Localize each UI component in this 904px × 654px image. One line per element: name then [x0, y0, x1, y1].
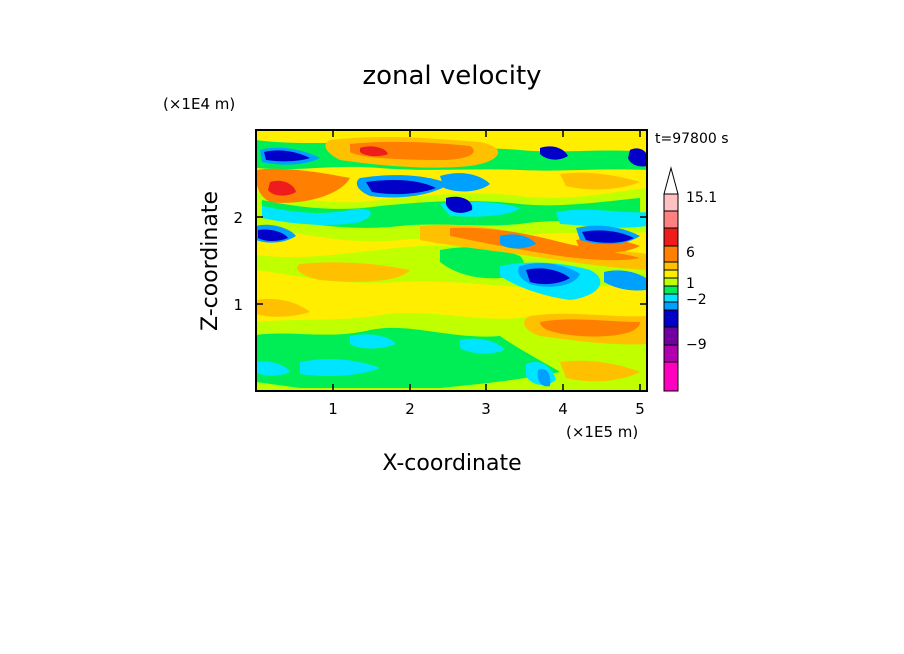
colorbar-segment	[663, 277, 679, 287]
colorbar-segment	[663, 261, 679, 271]
colorbar-segment	[663, 361, 679, 392]
y-tick-label: 2	[233, 209, 243, 227]
colorbar-segment	[663, 269, 679, 279]
colorbar-segment	[663, 227, 679, 247]
colorbar-segment	[663, 285, 679, 295]
x-tick-label: 1	[328, 400, 338, 418]
colorbar-label: 1	[686, 276, 695, 292]
colorbar-label: −9	[686, 337, 707, 353]
colorbar-extend-arrow	[663, 166, 679, 195]
colorbar-label: 6	[686, 245, 695, 261]
colorbar-segment	[663, 301, 679, 311]
chart-title: zonal velocity	[362, 61, 541, 91]
colorbar-segment	[663, 309, 679, 328]
colorbar-label: −2	[686, 292, 707, 308]
x-tick-label: 3	[481, 400, 491, 418]
plot-frame	[255, 129, 648, 392]
x-tick-label: 5	[635, 400, 645, 418]
y-axis	[256, 216, 647, 305]
x-axis-label: X-coordinate	[382, 451, 521, 476]
colorbar-segment	[663, 210, 679, 229]
x-tick-label: 4	[558, 400, 568, 418]
colorbar-segment	[663, 326, 679, 346]
colorbar-segment	[663, 193, 679, 212]
colorbar-label: 15.1	[686, 190, 717, 206]
y-tick-label: 1	[233, 296, 243, 314]
y-axis-label: Z-coordinate	[198, 191, 223, 331]
x-unit-label: (×1E5 m)	[566, 423, 638, 441]
time-label: t=97800 s	[655, 131, 729, 147]
colorbar-segment	[663, 245, 679, 263]
colorbar-segment	[663, 344, 679, 363]
y-unit-label: (×1E4 m)	[163, 95, 235, 113]
contour-field	[256, 130, 647, 391]
x-axis	[332, 130, 641, 391]
colorbar	[663, 166, 679, 392]
x-tick-label: 2	[405, 400, 415, 418]
colorbar-segment	[663, 293, 679, 303]
